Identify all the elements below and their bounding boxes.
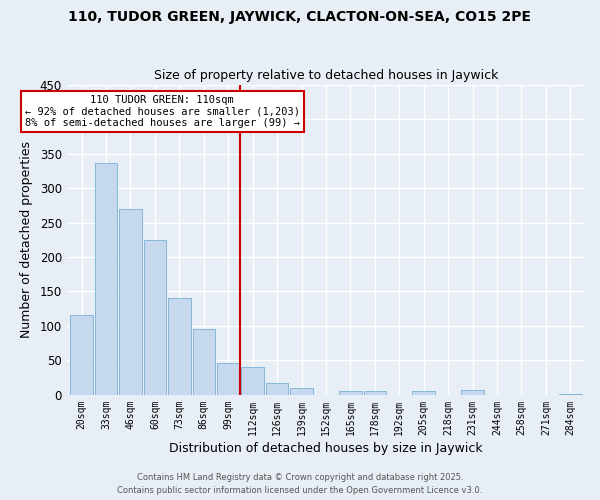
- Text: Contains HM Land Registry data © Crown copyright and database right 2025.
Contai: Contains HM Land Registry data © Crown c…: [118, 474, 482, 495]
- X-axis label: Distribution of detached houses by size in Jaywick: Distribution of detached houses by size …: [169, 442, 483, 455]
- Bar: [95, 163, 117, 395]
- Bar: [461, 390, 484, 395]
- Text: 110, TUDOR GREEN, JAYWICK, CLACTON-ON-SEA, CO15 2PE: 110, TUDOR GREEN, JAYWICK, CLACTON-ON-SE…: [68, 10, 532, 24]
- Bar: [412, 392, 435, 395]
- Bar: [70, 315, 93, 395]
- Bar: [364, 392, 386, 395]
- Bar: [143, 240, 166, 395]
- Text: 110 TUDOR GREEN: 110sqm
← 92% of detached houses are smaller (1,203)
8% of semi-: 110 TUDOR GREEN: 110sqm ← 92% of detache…: [25, 95, 300, 128]
- Title: Size of property relative to detached houses in Jaywick: Size of property relative to detached ho…: [154, 69, 498, 82]
- Bar: [119, 208, 142, 395]
- Bar: [217, 363, 239, 395]
- Bar: [339, 391, 362, 395]
- Bar: [290, 388, 313, 395]
- Bar: [193, 330, 215, 395]
- Bar: [266, 383, 289, 395]
- Bar: [559, 394, 581, 395]
- Y-axis label: Number of detached properties: Number of detached properties: [20, 141, 33, 338]
- Bar: [168, 298, 191, 395]
- Bar: [241, 368, 264, 395]
